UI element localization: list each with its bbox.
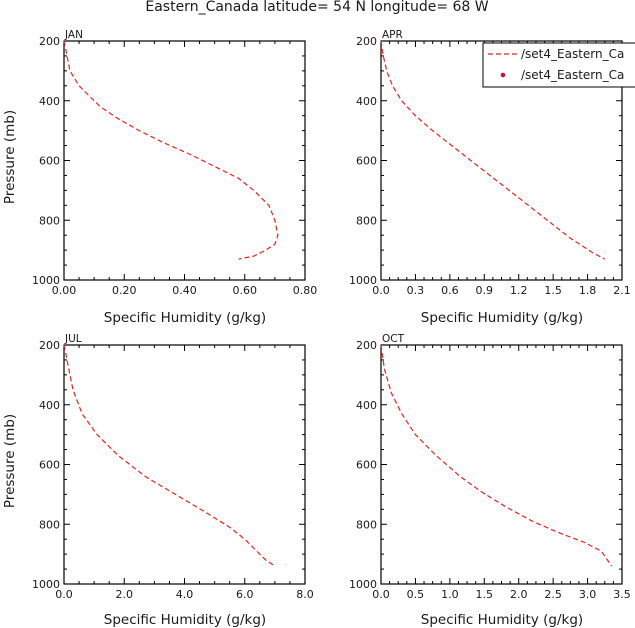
x-tick-label: 0.0 bbox=[372, 588, 390, 601]
x-tick-label: 1.5 bbox=[476, 588, 494, 601]
x-tick-label: 1.0 bbox=[441, 588, 459, 601]
figure-title: Eastern_Canada latitude= 54 N longitude=… bbox=[145, 0, 488, 15]
x-tick-label: 3.5 bbox=[613, 588, 631, 601]
series-line-apr bbox=[380, 40, 606, 260]
panel-label-oct: OCT bbox=[382, 333, 405, 345]
panel-jul: JUL 0.0 2.0 4.0 6.0 8.0 200 400 600 800 1000 bbox=[32, 333, 314, 601]
y-tick-label: 800 bbox=[356, 214, 377, 227]
x-tick-label: 0.60 bbox=[233, 284, 258, 297]
x-axis-label-apr: Specific Humidity (g/kg) bbox=[421, 310, 583, 326]
x-tick-label: 2.1 bbox=[613, 284, 631, 297]
x-tick-label: 0.9 bbox=[476, 284, 494, 297]
y-axis-label-bottom: Pressure (mb) bbox=[2, 414, 18, 508]
x-axis-label-jul: Specific Humidity (g/kg) bbox=[104, 612, 266, 628]
x-tick-label: 6.0 bbox=[236, 588, 254, 601]
legend: /set4_Eastern_Ca /set4_Eastern_Ca bbox=[482, 42, 635, 88]
panel-oct: OCT 0.0 0.5 1.0 1.5 2.0 2.5 3.0 3.5 200 400 600 800 1… bbox=[349, 333, 631, 601]
y-tick-label: 200 bbox=[356, 35, 377, 48]
y-tick-label: 600 bbox=[39, 155, 60, 168]
x-axis-label-jan: Specific Humidity (g/kg) bbox=[104, 310, 266, 326]
x-tick-label: 0.20 bbox=[112, 284, 137, 297]
y-tick-label: 800 bbox=[356, 518, 377, 531]
series-line-oct bbox=[380, 344, 613, 567]
x-tick-label: 2.5 bbox=[544, 588, 562, 601]
y-tick-label: 200 bbox=[356, 339, 377, 352]
y-tick-label: 800 bbox=[39, 518, 60, 531]
y-tick-label: 600 bbox=[39, 459, 60, 472]
x-tick-label: 4.0 bbox=[176, 588, 194, 601]
x-tick-label: 3.0 bbox=[579, 588, 597, 601]
y-tick-label: 1000 bbox=[349, 274, 377, 287]
x-tick-label: 0.00 bbox=[52, 284, 77, 297]
x-tick-label: 0.40 bbox=[172, 284, 197, 297]
legend-entry-line: /set4_Eastern_Ca bbox=[521, 47, 624, 61]
y-tick-label: 200 bbox=[39, 339, 60, 352]
plot-frame-jul bbox=[63, 344, 306, 585]
x-tick-label: 1.8 bbox=[579, 284, 597, 297]
y-tick-label: 400 bbox=[39, 95, 60, 108]
x-tick-label: 0.80 bbox=[293, 284, 318, 297]
panel-jan: JAN 0.00 0.20 0.40 0.60 0.80 200 400 600 800 1000 bbox=[32, 29, 317, 297]
y-tick-label: 800 bbox=[39, 214, 60, 227]
legend-box bbox=[482, 42, 635, 88]
y-tick-label: 600 bbox=[356, 155, 377, 168]
x-tick-label: 1.5 bbox=[544, 284, 562, 297]
y-tick-label: 1000 bbox=[32, 578, 60, 591]
y-tick-label: 1000 bbox=[349, 578, 377, 591]
x-tick-label: 0.3 bbox=[407, 284, 425, 297]
y-tick-label: 600 bbox=[356, 459, 377, 472]
y-tick-label: 200 bbox=[39, 35, 60, 48]
y-tick-label: 400 bbox=[356, 399, 377, 412]
x-tick-label: 2.0 bbox=[510, 588, 528, 601]
y-tick-label: 400 bbox=[356, 95, 377, 108]
panel-label-apr: APR bbox=[382, 29, 403, 41]
legend-dot-swatch bbox=[500, 72, 506, 78]
x-tick-label: 1.2 bbox=[510, 284, 528, 297]
y-tick-label: 400 bbox=[39, 399, 60, 412]
plot-frame-jan bbox=[63, 40, 306, 281]
series-line-jul bbox=[63, 344, 276, 567]
x-tick-label: 0.0 bbox=[372, 284, 390, 297]
y-tick-label: 1000 bbox=[32, 274, 60, 287]
legend-entry-dot: /set4_Eastern_Ca bbox=[521, 68, 624, 82]
x-tick-label: 0.5 bbox=[407, 588, 425, 601]
x-tick-label: 0.6 bbox=[441, 284, 459, 297]
x-tick-label: 0.0 bbox=[55, 588, 73, 601]
y-axis-label-top: Pressure (mb) bbox=[2, 110, 18, 204]
series-line-jan bbox=[63, 40, 279, 260]
x-axis-label-oct: Specific Humidity (g/kg) bbox=[421, 612, 583, 628]
plot-frame-oct bbox=[380, 344, 623, 585]
x-tick-label: 8.0 bbox=[296, 588, 314, 601]
x-tick-label: 2.0 bbox=[116, 588, 134, 601]
panel-label-jan: JAN bbox=[64, 29, 83, 41]
panel-label-jul: JUL bbox=[64, 333, 82, 345]
